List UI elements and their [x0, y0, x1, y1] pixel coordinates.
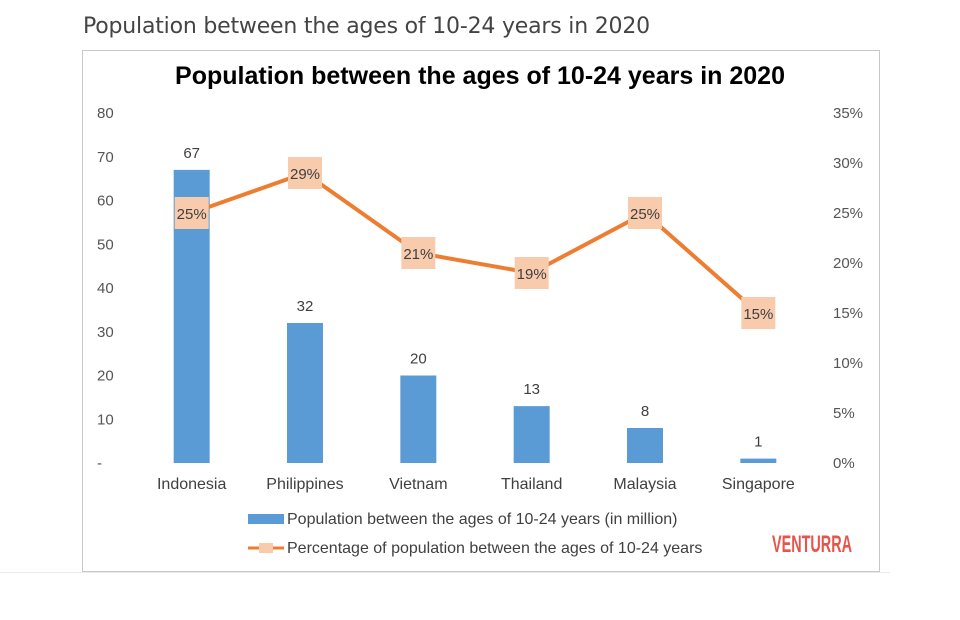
- right-axis: 0% 5% 10% 15% 20% 25% 30% 35%: [833, 105, 863, 472]
- left-axis: - 10 20 30 40 50 60 70 80: [97, 105, 114, 472]
- left-axis-tick: 30: [97, 324, 114, 341]
- line-marker: [741, 297, 776, 329]
- right-axis-tick: 15%: [833, 305, 863, 322]
- bar-series: 67 32 20 13 8 1: [173, 145, 777, 463]
- line-value-label: 19%: [517, 266, 547, 283]
- chart-title: Population between the ages of 10-24 yea…: [175, 62, 785, 90]
- x-tick-label: Malaysia: [613, 476, 676, 493]
- brand-logo: VENTURRA: [772, 531, 852, 558]
- right-axis-tick: 20%: [833, 255, 863, 272]
- legend: Population between the ages of 10-24 yea…: [248, 511, 702, 557]
- line-value-label: 25%: [630, 206, 660, 223]
- bar-value-label: 32: [297, 298, 314, 315]
- right-axis-tick: 30%: [833, 155, 863, 172]
- page-heading: Population between the ages of 10-24 yea…: [83, 14, 650, 39]
- legend-bar-swatch: [248, 514, 284, 524]
- bar-value-label: 20: [410, 351, 427, 368]
- x-tick-label: Philippines: [266, 476, 343, 493]
- x-tick-label: Vietnam: [389, 476, 447, 493]
- bar-singapore: [740, 458, 777, 463]
- line-marker: [288, 157, 322, 189]
- percentage-line: [191, 171, 760, 315]
- left-axis-tick: 40: [97, 280, 114, 297]
- right-axis-tick: 10%: [833, 355, 863, 372]
- left-axis-tick: 60: [97, 193, 114, 210]
- bar-value-label: 1: [754, 434, 762, 451]
- bar-value-label: 13: [523, 381, 540, 398]
- line-marker: [514, 257, 549, 289]
- line-value-label: 29%: [290, 166, 320, 183]
- bar-vietnam: [400, 375, 437, 463]
- bar-value-label: 8: [641, 403, 649, 420]
- left-axis-tick: 80: [97, 105, 114, 122]
- x-tick-label: Singapore: [722, 476, 795, 493]
- right-axis-tick: 25%: [833, 205, 863, 222]
- left-axis-tick: 50: [97, 236, 114, 253]
- left-axis-tick: 20: [97, 368, 114, 385]
- bar-malaysia: [627, 428, 663, 463]
- line-marker: [174, 197, 209, 229]
- right-axis-tick: 0%: [833, 455, 855, 472]
- line-marker: [401, 237, 436, 269]
- page-divider: [0, 572, 890, 573]
- line-value-label: 15%: [743, 306, 773, 323]
- bar-thailand: [513, 406, 550, 463]
- x-tick-label: Thailand: [501, 476, 562, 493]
- line-value-label: 25%: [177, 206, 207, 223]
- line-value-label: 21%: [403, 246, 433, 263]
- x-tick-label: Indonesia: [157, 476, 226, 493]
- right-axis-tick: 35%: [833, 105, 863, 122]
- left-axis-tick: 70: [97, 149, 114, 166]
- x-axis-labels: Indonesia Philippines Vietnam Thailand Malay…: [157, 476, 795, 493]
- left-axis-tick: -: [97, 455, 102, 472]
- left-axis-tick: 10: [97, 411, 114, 428]
- bar-value-label: 67: [183, 145, 200, 162]
- legend-line-marker: [259, 543, 273, 553]
- right-axis-tick: 5%: [833, 405, 855, 422]
- bar-philippines: [287, 323, 323, 463]
- line-series: 25% 29% 21% 19% 25% 15%: [174, 157, 776, 329]
- legend-line-label: Percentage of population between the age…: [287, 540, 702, 557]
- legend-bar-label: Population between the ages of 10-24 yea…: [287, 511, 677, 528]
- line-marker: [628, 197, 662, 229]
